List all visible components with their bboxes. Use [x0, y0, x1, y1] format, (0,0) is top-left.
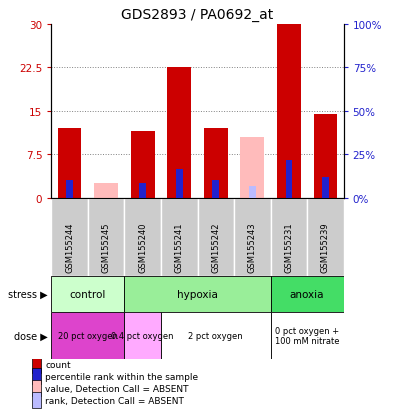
Bar	[32, 356, 41, 373]
Text: dose ▶: dose ▶	[14, 330, 47, 341]
Bar	[32, 380, 41, 396]
Text: 0 pct oxygen +
100 mM nitrate: 0 pct oxygen + 100 mM nitrate	[275, 326, 339, 345]
Bar	[176, 169, 182, 198]
Bar	[51, 312, 124, 359]
FancyBboxPatch shape	[198, 198, 234, 277]
Bar	[32, 392, 41, 408]
Bar	[213, 181, 219, 198]
FancyBboxPatch shape	[161, 198, 198, 277]
Bar	[94, 184, 118, 198]
Bar	[58, 129, 81, 198]
Bar	[286, 161, 292, 198]
FancyBboxPatch shape	[124, 198, 161, 277]
Text: GSM155239: GSM155239	[321, 222, 330, 273]
FancyBboxPatch shape	[88, 198, 124, 277]
Text: GSM155242: GSM155242	[211, 223, 220, 273]
Text: 20 pct oxygen: 20 pct oxygen	[58, 331, 118, 340]
Bar	[204, 129, 228, 198]
Bar	[271, 312, 344, 359]
Bar	[131, 132, 154, 198]
Bar	[124, 312, 161, 359]
Text: GSM155245: GSM155245	[102, 223, 111, 273]
Text: hypoxia: hypoxia	[177, 289, 218, 299]
Bar	[66, 181, 73, 198]
Text: GSM155244: GSM155244	[65, 223, 74, 273]
Bar	[314, 114, 337, 198]
Text: stress ▶: stress ▶	[8, 289, 47, 299]
FancyBboxPatch shape	[51, 198, 88, 277]
Text: percentile rank within the sample: percentile rank within the sample	[45, 372, 199, 381]
Bar	[241, 138, 264, 198]
Text: anoxia: anoxia	[290, 289, 324, 299]
Text: 2 pct oxygen: 2 pct oxygen	[188, 331, 243, 340]
Bar	[32, 368, 41, 385]
Bar	[51, 277, 124, 312]
Text: GSM155241: GSM155241	[175, 223, 184, 273]
Bar	[124, 277, 271, 312]
Text: value, Detection Call = ABSENT: value, Detection Call = ABSENT	[45, 384, 189, 393]
Text: count: count	[45, 360, 71, 369]
FancyBboxPatch shape	[234, 198, 271, 277]
Title: GDS2893 / PA0692_at: GDS2893 / PA0692_at	[121, 8, 274, 22]
Text: GSM155240: GSM155240	[138, 223, 147, 273]
Text: rank, Detection Call = ABSENT: rank, Detection Call = ABSENT	[45, 396, 184, 405]
Bar	[167, 68, 191, 198]
Text: control: control	[70, 289, 106, 299]
Text: GSM155243: GSM155243	[248, 222, 257, 273]
Text: GSM155231: GSM155231	[284, 222, 293, 273]
Bar	[322, 178, 329, 198]
Bar	[249, 187, 256, 198]
FancyBboxPatch shape	[307, 198, 344, 277]
Bar	[161, 312, 271, 359]
Text: 0.4 pct oxygen: 0.4 pct oxygen	[111, 331, 174, 340]
Bar	[271, 277, 344, 312]
FancyBboxPatch shape	[271, 198, 307, 277]
Bar	[277, 25, 301, 198]
Bar	[139, 184, 146, 198]
